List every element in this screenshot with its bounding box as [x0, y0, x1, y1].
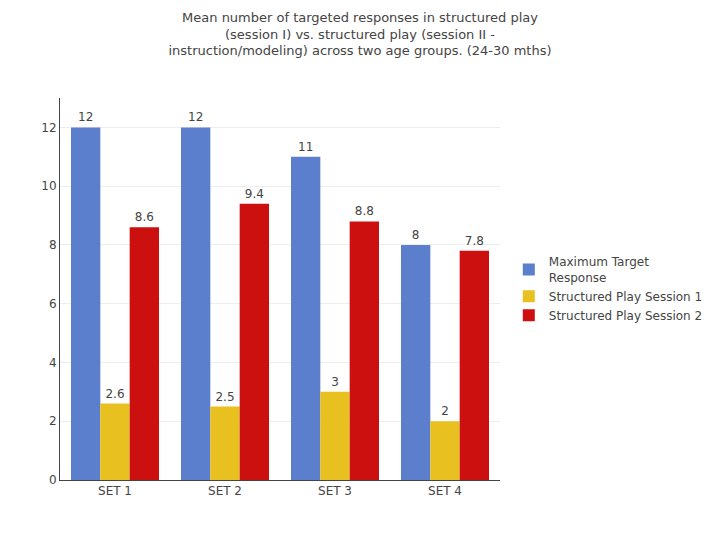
svg-text:SET 3: SET 3	[318, 484, 352, 498]
svg-text:9.4: 9.4	[245, 187, 264, 201]
svg-text:8: 8	[412, 228, 420, 242]
svg-text:SET 1: SET 1	[98, 484, 132, 498]
svg-text:11: 11	[298, 140, 313, 154]
svg-text:8.8: 8.8	[355, 204, 374, 218]
svg-text:2: 2	[441, 404, 449, 418]
svg-text:7.8: 7.8	[465, 234, 484, 248]
svg-text:SET 4: SET 4	[428, 484, 462, 498]
svg-text:Structured Play Session 1: Structured Play Session 1	[549, 290, 702, 304]
svg-text:8.6: 8.6	[135, 210, 154, 224]
svg-text:Structured Play Session 2: Structured Play Session 2	[549, 309, 702, 323]
svg-text:2: 2	[49, 414, 57, 428]
svg-text:2.6: 2.6	[105, 387, 124, 401]
svg-text:0: 0	[49, 473, 57, 487]
svg-text:12: 12	[78, 110, 93, 124]
svg-text:3: 3	[331, 375, 339, 389]
svg-text:Mean number of targeted respon: Mean number of targeted responses in str…	[168, 10, 551, 59]
svg-text:12: 12	[188, 110, 203, 124]
svg-text:Maximum TargetResponse: Maximum TargetResponse	[549, 255, 649, 285]
svg-text:2.5: 2.5	[215, 390, 234, 404]
svg-text:6: 6	[49, 297, 57, 311]
svg-text:4: 4	[49, 356, 57, 370]
svg-text:SET 2: SET 2	[208, 484, 242, 498]
svg-text:10: 10	[41, 179, 56, 193]
svg-text:12: 12	[41, 121, 56, 135]
svg-text:8: 8	[49, 238, 57, 252]
